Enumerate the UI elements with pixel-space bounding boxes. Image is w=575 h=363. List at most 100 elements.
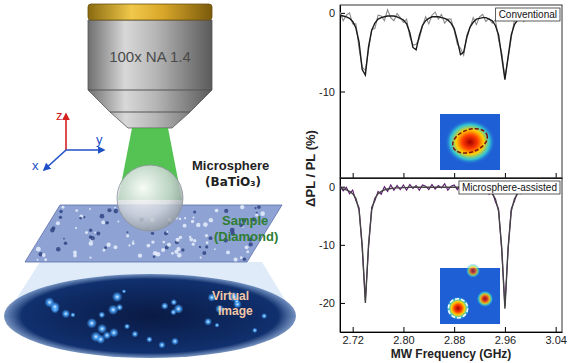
y-tick-mark [340, 245, 345, 246]
virtual-spot [146, 336, 152, 342]
sample-dot [193, 239, 196, 242]
axis-y-label: y [96, 132, 103, 147]
sample-dot [171, 252, 174, 255]
sample-dot [94, 232, 96, 234]
axis-z-arrow [65, 114, 67, 150]
y-axis-line [340, 179, 341, 333]
x-tick-mark [454, 173, 455, 178]
sample-dot [245, 245, 249, 249]
objective-ring [88, 90, 212, 91]
sample-dot [191, 220, 194, 223]
sample-dot [59, 216, 62, 219]
sample-dot [209, 218, 213, 222]
y-tick-mark [340, 92, 345, 93]
virtual-spot [261, 313, 267, 319]
sample-dot [128, 244, 130, 246]
sample-dot [138, 254, 142, 258]
x-tick: 2.80 [393, 327, 414, 346]
figure: 100x NA 1.4zyxMicrosphere(BaTiO₃)Sample(… [0, 0, 575, 363]
sample-label: Sample [222, 213, 268, 228]
virtual-spot [70, 312, 75, 317]
sample-dot [192, 217, 194, 219]
sample-dot [254, 207, 256, 209]
sample-dot [73, 251, 77, 255]
y-tick: -20 [319, 297, 345, 309]
sample-dot [64, 241, 68, 245]
axis-x-arrow [44, 150, 66, 170]
virtual-spot [109, 328, 119, 338]
panel-title-box [496, 8, 560, 21]
chart-panel: 2.722.802.882.963.040-10-20Microsphere-a… [319, 178, 567, 346]
sample-dot [202, 251, 206, 255]
virtual-image-label: Virtual [212, 289, 249, 303]
x-tick [505, 173, 506, 178]
x-tick-mark [556, 173, 557, 178]
virtual-image-plane [4, 274, 296, 358]
y-tick-label: -20 [319, 297, 335, 309]
x-tick-mark [556, 327, 557, 332]
sample-dot [36, 247, 41, 252]
sample-dot [199, 246, 201, 248]
virtual-spot [252, 328, 258, 334]
virtual-spot [61, 309, 70, 318]
y-axis-title: ΔPL / PL (%) [303, 130, 318, 207]
sample-dot [153, 255, 156, 258]
virtual-spot [124, 323, 130, 329]
plot-frame [340, 5, 562, 178]
virtual-image-label: Image [218, 304, 253, 318]
virtual-spot [122, 289, 126, 293]
x-axis: 2.722.802.882.963.04 [341, 327, 567, 346]
virtual-spot [108, 305, 118, 315]
sample-dot [203, 222, 208, 227]
x-tick-mark [403, 327, 404, 332]
sample-dot [209, 236, 213, 240]
sample-dot [56, 221, 60, 225]
sample-dot [79, 217, 82, 220]
pl-map-background [440, 114, 500, 170]
sample-dot [117, 221, 119, 223]
x-tick-mark [505, 327, 506, 332]
virtual-spot [112, 292, 122, 302]
virtual-spot [91, 331, 101, 341]
sample-dot [42, 253, 46, 257]
sample-dot [132, 240, 134, 242]
x-tick-mark [403, 173, 404, 178]
sample-dot [164, 231, 168, 235]
x-tick-label: 3.04 [545, 334, 566, 346]
sample-dot [183, 224, 187, 228]
virtual-spot [50, 302, 60, 312]
x-tick-label: 2.88 [444, 334, 465, 346]
pl-map-spot [466, 264, 480, 278]
sample-dot [75, 227, 77, 229]
x-tick: 2.88 [444, 327, 465, 346]
x-tick-mark [353, 173, 354, 178]
sample-dot [181, 248, 184, 251]
sample-dot [200, 256, 202, 258]
x-tick-label: 2.72 [342, 334, 363, 346]
sample-dot [37, 259, 39, 261]
sample-dot [240, 205, 244, 209]
sample-dot [89, 208, 91, 210]
y-axis: 0-10 [319, 6, 345, 179]
sample-dot [132, 242, 135, 245]
sample-dot [240, 256, 243, 259]
sample-dot [107, 208, 111, 212]
y-tick-label: 0 [329, 7, 335, 19]
chart-panel: 0-10 Conventional [319, 5, 562, 179]
virtual-spot [204, 318, 212, 326]
sample-dot [62, 206, 65, 209]
sample-dot [105, 221, 109, 225]
sample-dot [179, 218, 181, 220]
panel-title: Conventional [496, 8, 560, 21]
axis-x-label: x [32, 158, 39, 173]
sample-dot [205, 245, 208, 248]
sample-dot [226, 250, 230, 254]
x-tick [403, 173, 404, 178]
x-tick: 2.72 [342, 327, 363, 346]
pl-map-spot [445, 120, 495, 165]
sample-dot [89, 235, 93, 239]
sample-dot [56, 247, 61, 252]
axis-z-label: z [56, 108, 63, 123]
sample-dot [151, 240, 154, 243]
sample-dot [89, 241, 93, 245]
